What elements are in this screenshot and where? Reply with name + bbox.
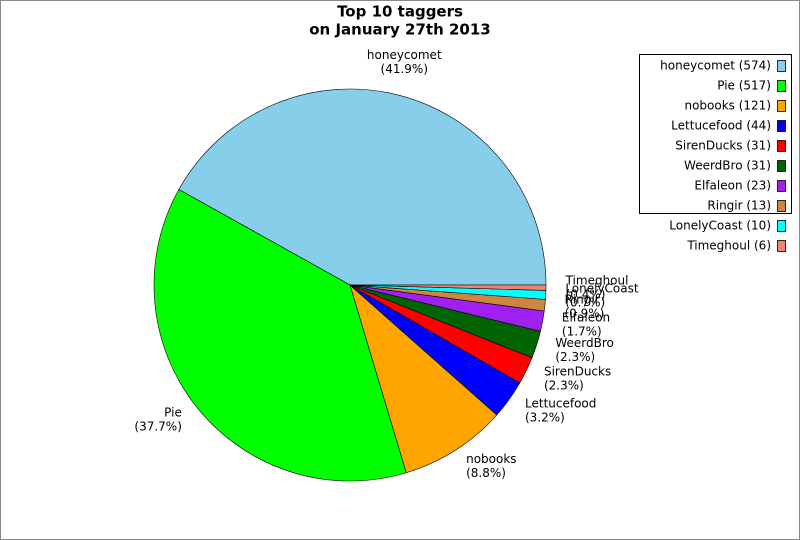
- slice-percent: (1.7%): [562, 324, 602, 338]
- slice-label: Elfaleon: [562, 310, 610, 324]
- slice-percent: (2.3%): [555, 350, 595, 364]
- slice-percent: (0.9%): [564, 307, 604, 321]
- legend-swatch: [777, 180, 786, 192]
- legend-swatch: [777, 160, 786, 172]
- legend-label: Ringir (13): [707, 199, 771, 213]
- legend-swatch: [777, 240, 786, 252]
- chart-title: Top 10 taggers: [337, 3, 463, 21]
- slice-label: honeycomet: [367, 48, 442, 62]
- slice-percent: (0.4%): [566, 287, 606, 301]
- legend-label: Lettucefood (44): [671, 119, 771, 133]
- legend-swatch: [777, 60, 786, 72]
- legend-label: Elfaleon (23): [694, 179, 771, 193]
- slice-label: Lettucefood: [525, 396, 596, 410]
- legend-label: Timeghoul (6): [686, 239, 771, 253]
- legend-swatch: [777, 120, 786, 132]
- legend-box: [639, 54, 792, 214]
- legend-label: Pie (517): [717, 79, 771, 93]
- slice-label: Pie: [164, 405, 182, 419]
- legend-swatch: [777, 200, 786, 212]
- slice-label: SirenDucks: [544, 365, 611, 379]
- slice-label: WeerdBro: [555, 336, 614, 350]
- pie-slice: [178, 88, 547, 286]
- pie-slice: [349, 284, 498, 474]
- legend-swatch: [777, 80, 786, 92]
- slice-percent: (8.8%): [466, 466, 506, 480]
- slice-label: LonelyCoast: [565, 281, 639, 295]
- legend-label: WeerdBro (31): [684, 159, 771, 173]
- slice-label: Ringir: [564, 293, 599, 307]
- legend-label: honeycomet (574): [660, 59, 771, 73]
- legend-swatch: [777, 100, 786, 112]
- slice-label: Timeghoul: [565, 273, 629, 287]
- slice-percent: (2.3%): [544, 379, 584, 393]
- legend-label: nobooks (121): [684, 99, 771, 113]
- pie-slice: [153, 189, 407, 482]
- legend-swatch: [777, 220, 786, 232]
- slice-percent: (0.7%): [565, 295, 605, 309]
- legend-swatch: [777, 140, 786, 152]
- chart-subtitle: on January 27th 2013: [309, 21, 490, 39]
- slice-percent: (41.9%): [381, 62, 428, 76]
- legend-label: SirenDucks (31): [675, 139, 771, 153]
- pie-slice: [349, 284, 547, 291]
- slice-label: nobooks: [466, 452, 516, 466]
- slice-percent: (37.7%): [134, 419, 181, 433]
- slice-percent: (3.2%): [525, 410, 565, 424]
- legend-label: LonelyCoast (10): [669, 219, 771, 233]
